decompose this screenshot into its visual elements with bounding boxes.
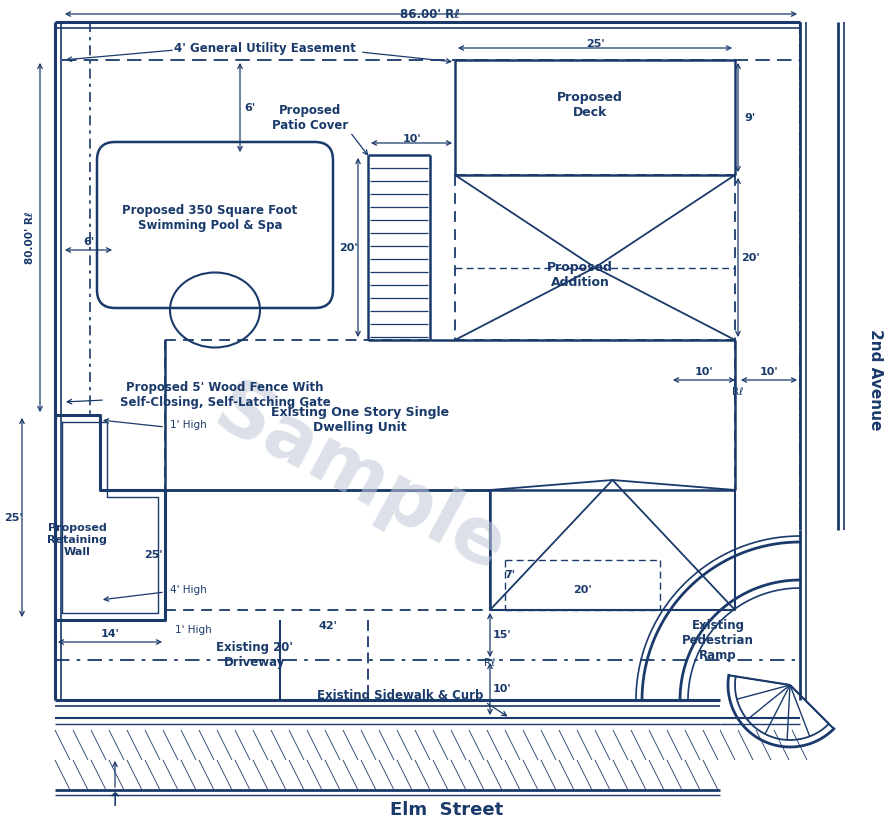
Text: Existing 20'
Driveway: Existing 20' Driveway bbox=[216, 641, 293, 669]
Text: Rℓ: Rℓ bbox=[731, 387, 743, 397]
Text: Existing One Story Single
Dwelling Unit: Existing One Story Single Dwelling Unit bbox=[271, 406, 449, 434]
Text: 1' High: 1' High bbox=[170, 420, 207, 430]
Text: 4' High: 4' High bbox=[170, 585, 207, 595]
Text: Elm  Street: Elm Street bbox=[390, 801, 503, 819]
Text: 20': 20' bbox=[338, 243, 357, 253]
Text: 10': 10' bbox=[492, 684, 510, 694]
Text: 10': 10' bbox=[759, 367, 778, 377]
Text: Proposed
Addition: Proposed Addition bbox=[546, 261, 612, 289]
Text: 7': 7' bbox=[504, 570, 515, 580]
Text: 86.00' Rℓ: 86.00' Rℓ bbox=[400, 7, 460, 21]
Text: 6': 6' bbox=[244, 103, 256, 113]
Text: Existing
Pedestrian
Ramp: Existing Pedestrian Ramp bbox=[681, 618, 753, 662]
Text: 6': 6' bbox=[83, 237, 95, 247]
Text: Proposed
Patio Cover: Proposed Patio Cover bbox=[272, 104, 348, 132]
Text: 25': 25' bbox=[144, 550, 162, 560]
Text: 25': 25' bbox=[4, 513, 22, 523]
Text: Rℓ: Rℓ bbox=[484, 658, 495, 668]
Text: 14': 14' bbox=[100, 629, 119, 639]
Text: 20': 20' bbox=[572, 585, 591, 595]
Text: Proposed 5' Wood Fence With
Self-Closing, Self-Latching Gate: Proposed 5' Wood Fence With Self-Closing… bbox=[120, 381, 330, 409]
Text: 10': 10' bbox=[694, 367, 713, 377]
Text: Sample: Sample bbox=[202, 372, 518, 588]
Text: Proposed 350 Square Foot
Swimming Pool & Spa: Proposed 350 Square Foot Swimming Pool &… bbox=[122, 204, 298, 232]
Text: ↑: ↑ bbox=[106, 791, 123, 810]
Text: 20': 20' bbox=[740, 253, 758, 263]
Text: 9': 9' bbox=[744, 113, 755, 123]
Text: 15': 15' bbox=[492, 630, 510, 640]
Text: Existing Sidewalk & Curb: Existing Sidewalk & Curb bbox=[316, 689, 483, 701]
Text: 4' General Utility Easement: 4' General Utility Easement bbox=[173, 41, 356, 54]
Text: Proposed
Retaining
Wall: Proposed Retaining Wall bbox=[47, 524, 106, 556]
Text: 80.00' Rℓ: 80.00' Rℓ bbox=[25, 211, 35, 265]
Text: 42': 42' bbox=[318, 621, 337, 631]
Text: 2nd Avenue: 2nd Avenue bbox=[867, 330, 882, 431]
Text: 1' High: 1' High bbox=[175, 625, 212, 635]
Text: 25': 25' bbox=[585, 39, 603, 49]
Text: 10': 10' bbox=[402, 134, 421, 144]
Text: Proposed
Deck: Proposed Deck bbox=[556, 91, 622, 119]
